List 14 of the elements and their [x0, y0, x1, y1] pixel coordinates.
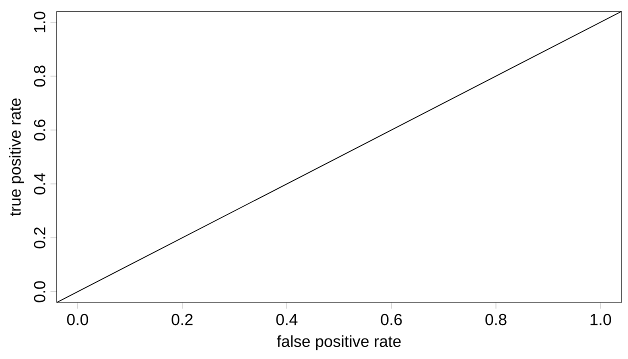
x-tick-label: 0.8 — [485, 314, 506, 326]
y-tick-label: 1.0 — [34, 12, 46, 32]
y-tick-label: 0.6 — [34, 119, 46, 140]
y-tick-label: 0.0 — [34, 281, 46, 302]
y-tick-label: 0.2 — [34, 227, 46, 248]
x-axis-title: false positive rate — [276, 335, 401, 350]
y-axis-title: true positive rate — [9, 98, 24, 216]
x-tick-label: 0.6 — [380, 314, 402, 326]
y-tick-label: 0.4 — [34, 173, 46, 194]
x-tick-label: 0.0 — [67, 314, 88, 326]
y-tick-label: 0.8 — [34, 66, 46, 87]
x-tick-label: 1.0 — [590, 314, 612, 326]
x-tick-label: 0.2 — [172, 314, 193, 326]
x-tick-label: 0.4 — [276, 314, 298, 326]
